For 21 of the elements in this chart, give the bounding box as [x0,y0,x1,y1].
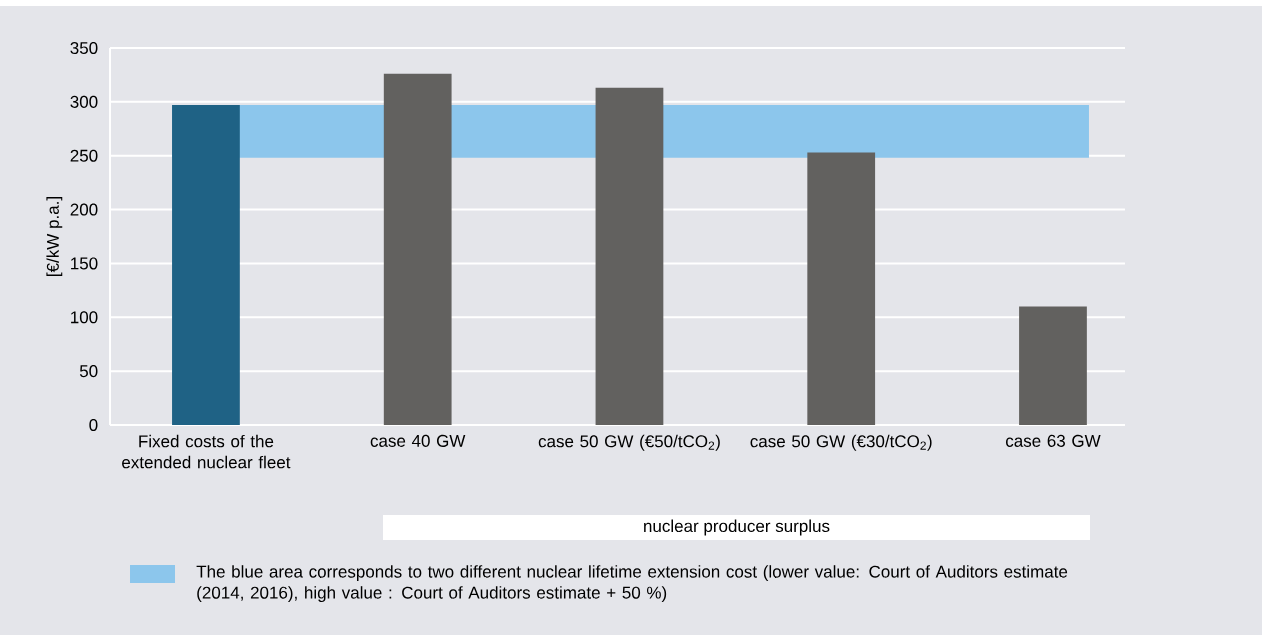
y-tick-label: 50 [79,365,98,378]
legend-label: The blue area corresponds to two different nuclear lifetime extension cost (lower value: Court of Auditors estimate (2014, 2016), high value : Court of Auditors estimate + 50 %) [196,565,1068,603]
y-tick-label: 200 [70,203,98,216]
y-tick-label: 250 [70,149,98,162]
y-tick-label: 100 [71,311,98,324]
y-tick-label: 150 [71,257,98,270]
y-tick-label: 350 [70,41,98,55]
y-tick-label: 300 [70,95,98,108]
bar [807,152,876,425]
bar [383,73,452,425]
bar [172,105,240,425]
bar [595,87,664,425]
text: nuclear producer surplus [644,519,830,536]
x-tick-label: case 50 GW (€50/tCO$_{2}$) [538,434,720,451]
y-axis-title: [€/kW p.a.] [46,197,63,276]
x-tick-label: Fixed costs of the extended nuclear fleet [122,434,291,469]
x-tick-label: case 40 GW [370,434,466,447]
x-tick-label: case 50 GW (€30/tCO$_{2}$) [750,434,932,451]
y-tick-label: 0 [89,418,98,432]
bar [1019,306,1087,425]
x-tick-label: case 63 GW [1005,434,1101,447]
